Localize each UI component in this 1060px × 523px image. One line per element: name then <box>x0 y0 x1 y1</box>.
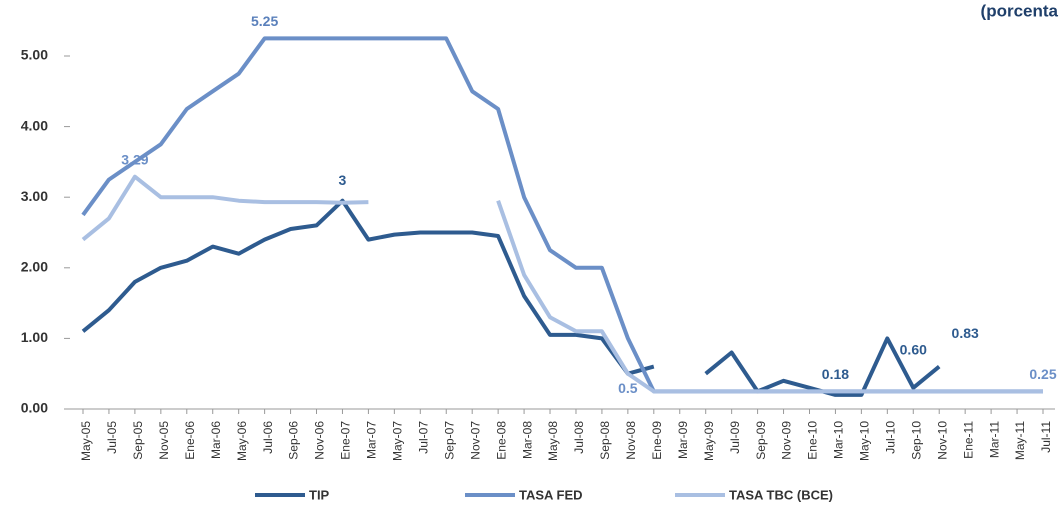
x-tick-label: Nov-08 <box>624 421 638 460</box>
x-tick-label: Mar-06 <box>209 421 223 459</box>
x-tick-label: Jul-06 <box>261 421 275 454</box>
annotation: 0.18 <box>822 366 849 382</box>
annotation: 0.60 <box>900 341 927 357</box>
x-tick-label: Nov-06 <box>313 421 327 460</box>
x-tick-label: Nov-07 <box>468 421 482 460</box>
series-line <box>81 36 1043 394</box>
x-tick-label: Sep-07 <box>442 421 456 460</box>
y-tick-label: 1.00 <box>21 329 48 345</box>
x-tick-label: May-11 <box>1013 421 1027 460</box>
x-tick-label: Ene-10 <box>806 421 820 460</box>
x-tick-label: Mar-08 <box>520 421 534 459</box>
annotation: 5.25 <box>251 13 278 29</box>
legend-label: TASA TBC (BCE) <box>729 487 833 502</box>
x-tick-label: Ene-11 <box>961 421 975 459</box>
annotation: 0.83 <box>952 325 979 341</box>
x-tick-label: May-05 <box>79 421 93 461</box>
series-line <box>81 198 941 397</box>
x-tick-label: Sep-09 <box>754 421 768 460</box>
x-tick-label: Nov-09 <box>780 421 794 460</box>
x-tick-label: Ene-06 <box>183 421 197 460</box>
x-tick-label: Sep-08 <box>598 421 612 460</box>
annotation: 3.29 <box>121 151 148 167</box>
annotation: 0.5 <box>618 380 638 396</box>
x-tick-label: May-10 <box>858 421 872 461</box>
x-tick-label: Nov-10 <box>935 421 949 460</box>
x-tick-label: May-07 <box>391 421 405 461</box>
y-tick-label: 4.00 <box>21 117 48 133</box>
x-tick-label: May-09 <box>702 421 716 461</box>
legend-label: TIP <box>309 487 330 502</box>
x-tick-label: Sep-06 <box>287 421 301 460</box>
y-tick-label: 2.00 <box>21 259 48 275</box>
chart-title: (porcenta <box>981 1 1059 20</box>
x-tick-label: Ene-09 <box>650 421 664 460</box>
x-tick-label: Jul-09 <box>728 421 742 454</box>
annotation: 0.25 <box>1029 366 1056 382</box>
x-tick-label: Mar-09 <box>676 421 690 459</box>
x-tick-label: Ene-08 <box>494 421 508 460</box>
y-tick-label: 3.00 <box>21 188 48 204</box>
x-tick-label: Jul-07 <box>416 421 430 454</box>
x-tick-label: Jul-10 <box>883 421 897 454</box>
legend-label: TASA FED <box>519 487 583 502</box>
annotation: 3 <box>339 172 347 188</box>
x-tick-label: Jul-08 <box>572 421 586 454</box>
x-tick-label: May-08 <box>546 421 560 461</box>
x-tick-label: Jul-05 <box>105 421 119 454</box>
x-tick-label: Ene-07 <box>339 421 353 460</box>
x-tick-label: Mar-11 <box>987 421 1001 458</box>
x-tick-label: Sep-05 <box>131 421 145 460</box>
series-line <box>81 174 1043 394</box>
y-tick-label: 5.00 <box>21 47 48 63</box>
x-tick-label: Mar-07 <box>365 421 379 459</box>
x-tick-label: Nov-05 <box>157 421 171 460</box>
x-tick-label: May-06 <box>235 421 249 461</box>
y-tick-label: 0.00 <box>21 400 48 416</box>
x-tick-label: Jul-11 <box>1039 421 1053 453</box>
x-tick-label: Mar-10 <box>832 421 846 459</box>
x-tick-label: Sep-10 <box>909 421 923 460</box>
